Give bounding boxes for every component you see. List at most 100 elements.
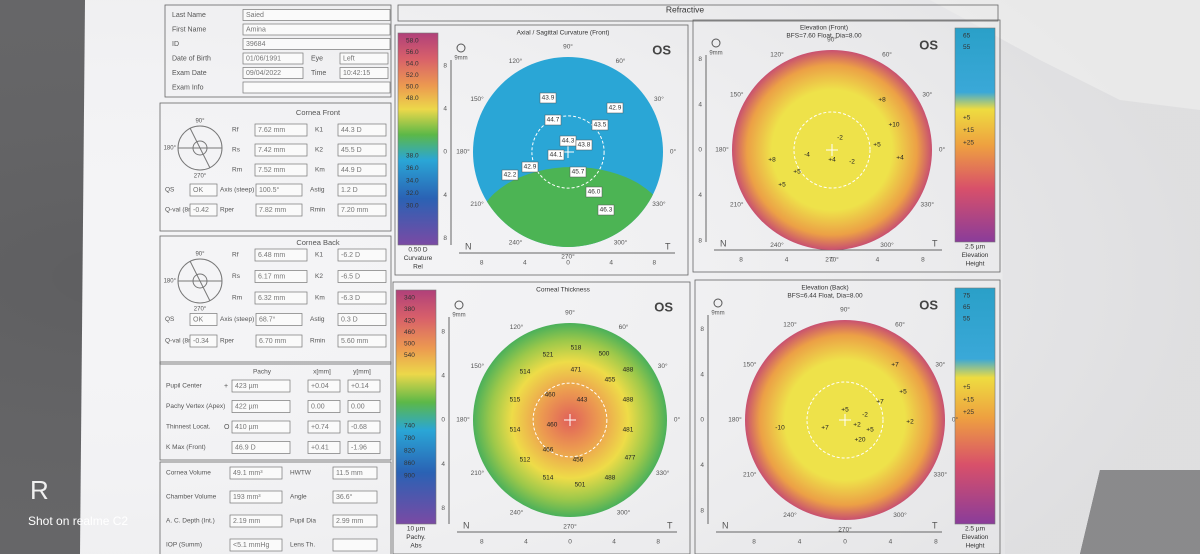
label: 7.20 mm [341,207,368,214]
label: 30° [654,95,664,103]
label: Height [966,543,985,550]
map-value: 46.0 [588,189,601,196]
label: 44.3 D [341,127,362,134]
label: +5 [963,115,971,122]
label: 820 [404,447,415,454]
label: 330° [934,471,948,479]
pupil-ring [532,382,608,458]
label: OS [919,37,938,52]
label: 4 [443,192,447,199]
label: 90° [565,309,575,317]
map-value: 42.9 [609,105,622,112]
label: + [224,383,228,390]
label: 8 [441,329,445,336]
label: 30° [922,91,932,99]
label: 38.0 [406,153,419,160]
label: +15 [963,127,974,134]
panel-frame [159,102,392,232]
panel-frame [392,281,691,554]
panel-frame [159,361,392,461]
value-box [332,514,378,528]
label: 240° [770,241,784,249]
cornea-icon [189,127,211,169]
panel-frame [394,24,689,276]
label: 900 [404,472,415,479]
label: +0.14 [351,383,369,390]
label: 8 [480,260,484,267]
value-tag [597,204,615,216]
label: 7.42 mm [258,147,285,154]
label: 6.17 mm [258,273,285,280]
value-box [254,143,308,157]
label: Angle [290,494,307,501]
panel-frame [164,4,392,98]
value-box [242,52,304,65]
label: 0.00 [311,403,325,410]
label: 4 [441,461,445,468]
value-box [189,203,218,217]
label: Refractive [666,4,705,14]
label: 240° [783,511,797,519]
label: T [667,520,673,530]
label: Q-val (8mm) [165,207,201,214]
label: OS [919,297,938,312]
label: Rf [232,252,239,259]
label: 8 [443,62,447,69]
label: 180° [164,279,177,285]
label: 0 [568,539,572,546]
map-value: +7 [821,425,829,432]
value-box [307,400,341,413]
panel-frame [159,461,392,554]
map-value: 43.9 [542,95,555,102]
label: 500 [404,341,415,348]
watermark: Shot on realme C2 [28,514,128,528]
value-box [337,248,387,262]
map-value: 455 [605,377,616,384]
value-box [254,163,308,177]
label: Pachy Vertex (Apex) [166,403,225,410]
map-value: +5 [866,427,874,434]
label: IOP (Summ) [166,542,202,549]
label: 180° [456,148,470,156]
map-value: 515 [510,397,521,404]
value-box [254,270,308,283]
label: 150° [730,91,744,99]
label: 8 [480,539,484,546]
label: 7.82 mm [259,207,286,214]
map-value: -4 [804,152,810,159]
map-value: 477 [625,455,636,462]
label: 300° [880,241,894,249]
map-value: 44.7 [547,117,560,124]
label: Km [315,295,325,302]
value-box [307,441,341,454]
label: Corneal Thickness [536,287,590,294]
label: OS [652,42,671,57]
value-box [242,67,304,79]
map-value: +8 [768,157,776,164]
label: Time [311,70,326,77]
label: Thinnest Locat. [166,424,211,431]
label: 120° [509,57,523,65]
value-box [242,23,391,36]
label: 6.70 mm [259,338,286,345]
label: -0.68 [351,424,367,431]
label: 0 [830,257,834,264]
label: 9mm [709,51,722,57]
map-value: +2 [906,419,914,426]
label: 7.62 mm [258,127,285,134]
label: -6.2 D [341,252,360,259]
map-value: 514 [510,427,521,434]
label: T [932,520,938,530]
label: 420 [404,318,415,325]
label: Rm [232,295,242,302]
label: 270° [561,253,575,261]
label: 68.7° [259,315,276,323]
map-value: -2 [849,159,855,166]
label: +5 [963,384,971,391]
label: 330° [652,200,666,208]
label: 0° [939,146,946,154]
label: 90° [563,43,573,51]
value-box [339,52,389,65]
label: 180° [164,146,177,152]
label: Rel [413,264,423,271]
